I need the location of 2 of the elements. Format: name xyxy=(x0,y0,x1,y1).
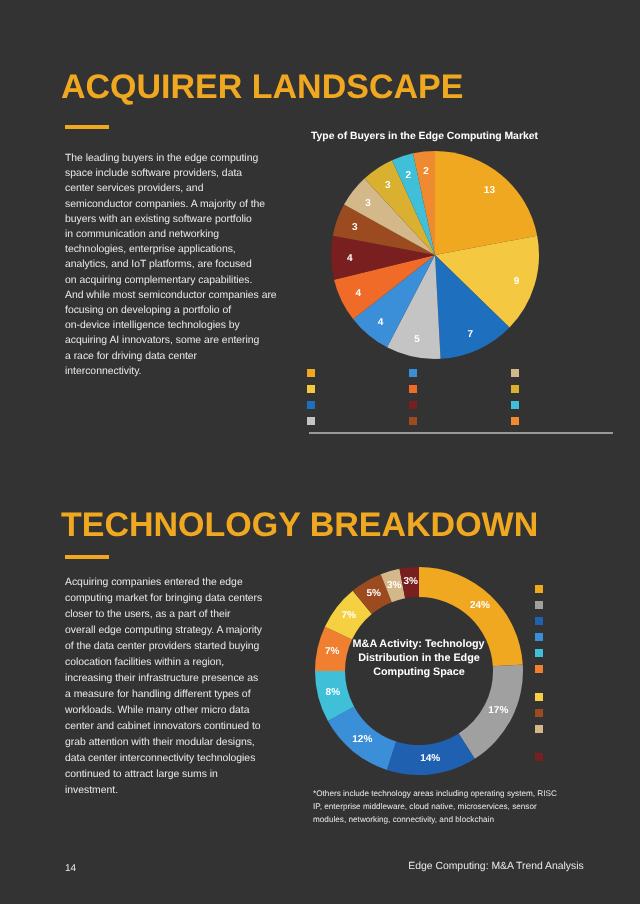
chart-title: ACQUIRER LANDSCAPE xyxy=(61,68,464,106)
chart-title: TECHNOLOGY BREAKDOWN xyxy=(61,506,539,544)
